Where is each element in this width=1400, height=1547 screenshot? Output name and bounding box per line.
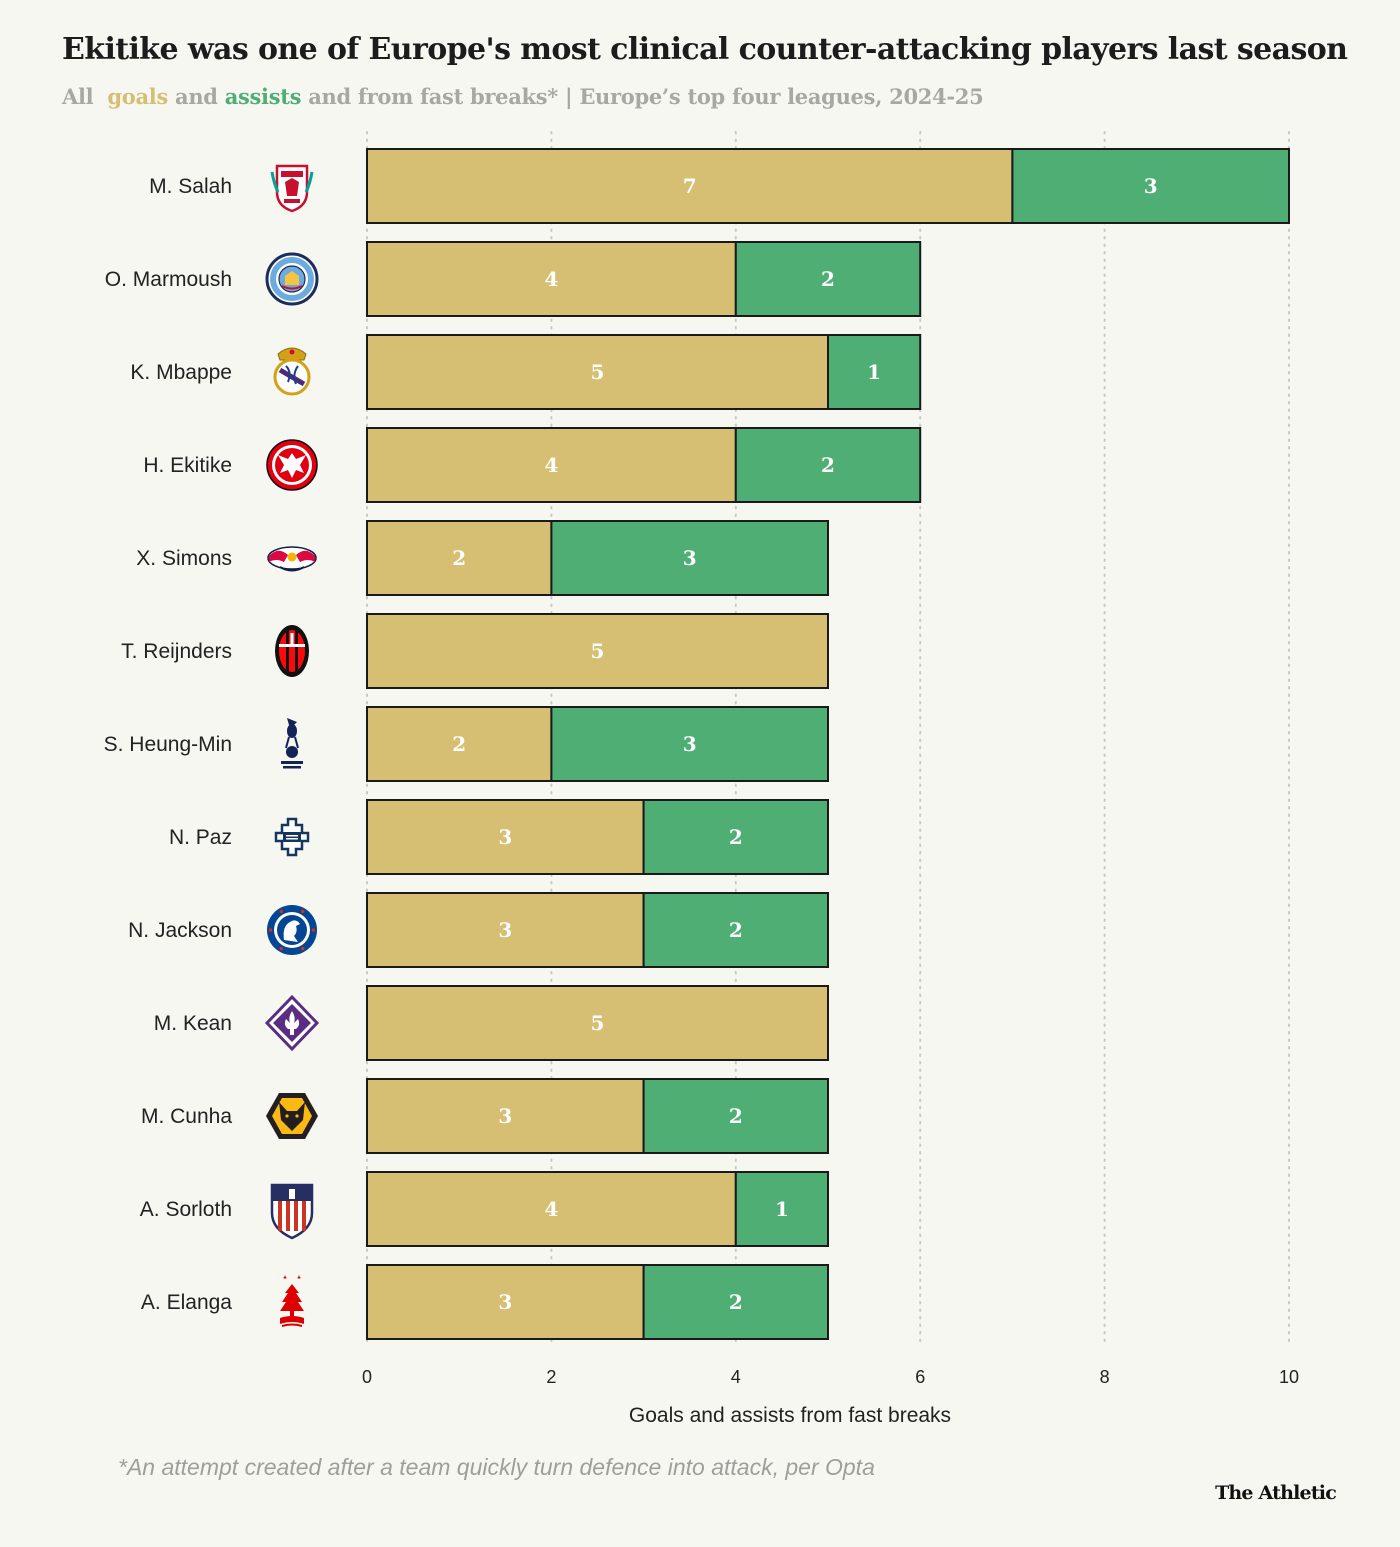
bar-assists xyxy=(550,706,830,782)
subtitle-rest: and from fast breaks* | Europe’s top fou… xyxy=(308,84,984,109)
bar-value-assists: 1 xyxy=(775,1197,789,1221)
bar-assists xyxy=(827,334,922,410)
bar-value-goals: 3 xyxy=(498,825,512,849)
liverpool-crest-icon xyxy=(270,164,314,213)
bar-value-assists: 1 xyxy=(867,360,881,384)
player-name: O. Marmoush xyxy=(105,268,232,291)
bar-goals xyxy=(366,1264,645,1340)
x-tick-label: 2 xyxy=(546,1367,556,1387)
player-name: M. Salah xyxy=(149,175,232,198)
bar-goals xyxy=(366,706,553,782)
bar-goals xyxy=(366,985,829,1061)
bar-value-assists: 3 xyxy=(683,732,697,756)
bar-assists xyxy=(734,241,922,317)
player-name: H. Ekitike xyxy=(143,454,232,477)
bar-value-goals: 3 xyxy=(498,1290,512,1314)
bar-goals xyxy=(366,613,829,689)
como-crest-icon xyxy=(274,817,310,857)
bar-assists xyxy=(642,799,829,875)
bar-value-goals: 2 xyxy=(452,732,466,756)
bar-goals xyxy=(366,241,737,317)
bar-value-goals: 7 xyxy=(683,174,697,198)
bar-value-goals: 3 xyxy=(498,1104,512,1128)
frankfurt-crest-icon xyxy=(266,439,318,491)
bar-value-goals: 5 xyxy=(591,1011,605,1035)
player-name: N. Jackson xyxy=(128,919,232,942)
bar-goals xyxy=(366,427,737,503)
chart-subtitle: All goals and assists and from fast brea… xyxy=(62,84,1362,109)
player-name: K. Mbappe xyxy=(130,361,232,384)
bar-assists xyxy=(642,1078,829,1154)
player-name: A. Sorloth xyxy=(140,1198,232,1221)
subtitle-all: All xyxy=(62,84,94,109)
bar-value-goals: 5 xyxy=(591,360,605,384)
bar-value-assists: 2 xyxy=(821,453,835,477)
x-axis-title: Goals and assists from fast breaks xyxy=(629,1404,951,1427)
x-tick-label: 8 xyxy=(1100,1367,1110,1387)
chart-title: Ekitike was one of Europe's most clinica… xyxy=(62,32,1348,67)
wolves-crest-icon xyxy=(266,1093,318,1139)
bars: 7 3 4 2 5 1 4 2 2 3 5 2 3 3 2 3 2 5 3 2 4 1 3 2 xyxy=(366,148,1291,1340)
player-name: S. Heung-Min xyxy=(104,733,232,756)
bar-value-goals: 5 xyxy=(591,639,605,663)
atletico-crest-icon xyxy=(270,1183,314,1240)
bar-value-assists: 2 xyxy=(821,267,835,291)
bar-value-assists: 2 xyxy=(729,918,743,942)
subtitle-goals-key: goals xyxy=(107,84,168,109)
chelsea-crest-icon xyxy=(267,905,317,955)
club-crests xyxy=(264,164,320,1327)
man-city-crest-icon xyxy=(265,252,319,306)
bar-assists xyxy=(734,427,922,503)
bar-goals xyxy=(366,799,645,875)
player-name: M. Cunha xyxy=(141,1105,232,1128)
player-name: N. Paz xyxy=(169,826,232,849)
bar-value-assists: 2 xyxy=(729,1104,743,1128)
player-name: T. Reijnders xyxy=(121,640,232,663)
player-name: A. Elanga xyxy=(141,1291,232,1314)
bar-value-goals: 4 xyxy=(544,1197,558,1221)
player-name: M. Kean xyxy=(154,1012,232,1035)
leipzig-crest-icon xyxy=(267,546,317,572)
x-axis: Goals and assists from fast breaks 0 2 4 6 8… xyxy=(362,1367,1299,1427)
bar-goals xyxy=(366,148,1014,224)
bar-value-assists: 2 xyxy=(729,825,743,849)
bar-value-goals: 3 xyxy=(498,918,512,942)
bar-assists xyxy=(550,520,830,596)
forest-crest-icon xyxy=(280,1275,304,1327)
player-labels: M. Salah O. Marmoush K. Mbappe H. Ekitike X.… xyxy=(104,175,233,1314)
fiorentina-crest-icon xyxy=(264,994,320,1052)
bar-value-assists: 3 xyxy=(683,546,697,570)
bar-assists xyxy=(642,1264,829,1340)
bar-goals xyxy=(366,892,645,968)
subtitle-assists-key: assists xyxy=(224,84,302,109)
player-name: X. Simons xyxy=(136,547,232,570)
bar-goals xyxy=(366,1171,737,1247)
bar-assists xyxy=(734,1171,829,1247)
footnote: *An attempt created after a team quickly… xyxy=(118,1454,875,1480)
milan-crest-icon xyxy=(275,625,309,677)
x-tick-label: 4 xyxy=(731,1367,741,1387)
stacked-bar-chart: 7 3 4 2 5 1 4 2 2 3 5 2 3 3 2 3 2 5 3 2 4 1 3 2 M. Salah O. Marm… xyxy=(104,131,1299,1427)
x-tick-label: 10 xyxy=(1279,1367,1299,1387)
bar-value-assists: 3 xyxy=(1144,174,1158,198)
subtitle-and: and xyxy=(175,84,218,109)
tottenham-crest-icon xyxy=(281,718,303,769)
bar-value-goals: 2 xyxy=(452,546,466,570)
x-tick-label: 6 xyxy=(915,1367,925,1387)
bar-goals xyxy=(366,520,553,596)
bar-assists xyxy=(1011,148,1291,224)
x-tick-label: 0 xyxy=(362,1367,372,1387)
brand-logo: The Athletic xyxy=(1215,1482,1337,1504)
bar-value-assists: 2 xyxy=(729,1290,743,1314)
bar-assists xyxy=(642,892,829,968)
bar-value-goals: 4 xyxy=(544,267,558,291)
bar-value-goals: 4 xyxy=(544,453,558,477)
real-madrid-crest-icon xyxy=(273,347,311,396)
